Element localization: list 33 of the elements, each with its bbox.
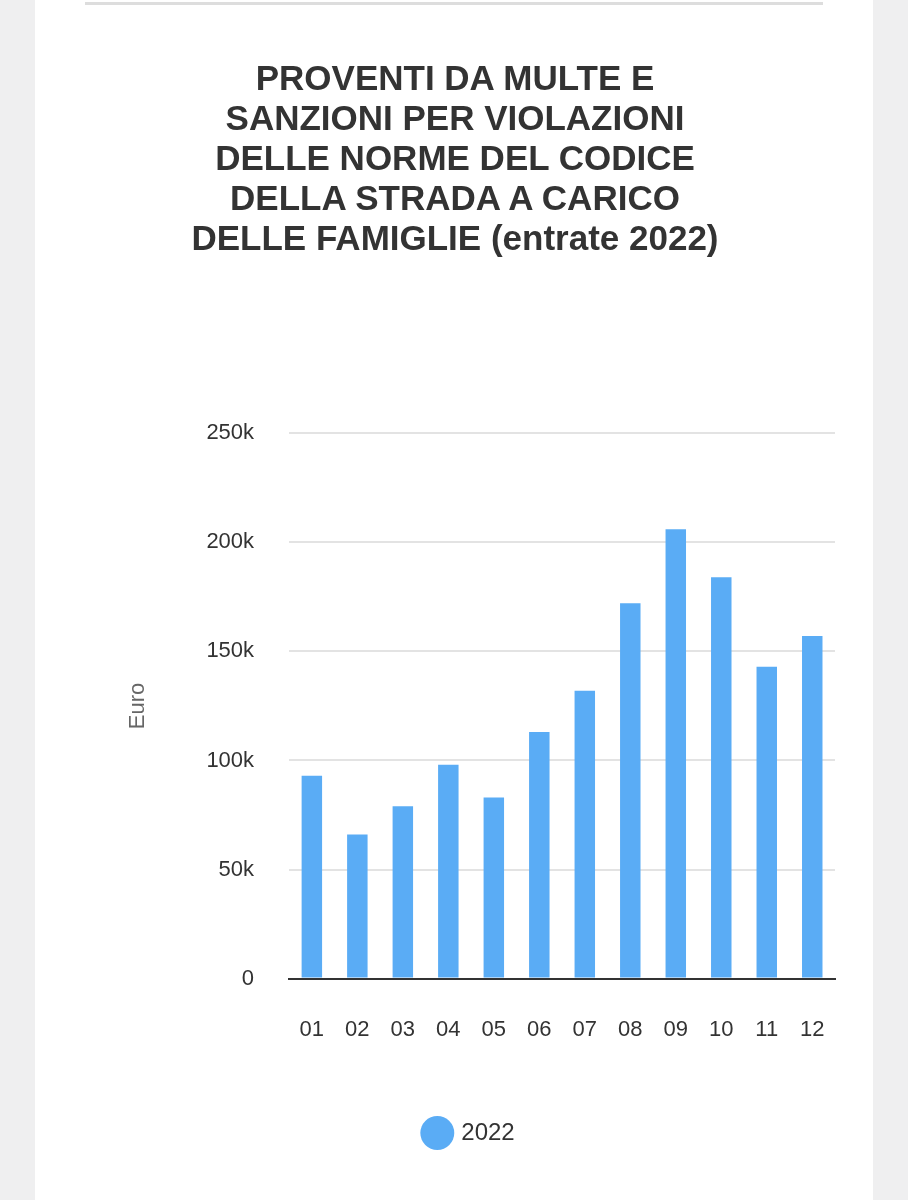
bar (574, 690, 596, 978)
y-tick-label: 50k (218, 855, 256, 881)
bar (483, 797, 505, 978)
y-axis-title: Euro (124, 682, 150, 730)
bar (347, 834, 368, 978)
bar (802, 636, 823, 978)
bar (620, 603, 641, 978)
y-tick-label: 150k (206, 637, 256, 663)
x-tick-label: 03 (390, 1015, 416, 1041)
x-tick-label: 06 (527, 1015, 552, 1041)
y-tick-label: 0 (241, 964, 255, 990)
bar (756, 666, 777, 978)
bar (711, 577, 732, 978)
x-tick-label: 02 (345, 1015, 370, 1041)
y-tick-label: 100k (206, 746, 256, 772)
x-tick-label: 07 (572, 1015, 598, 1041)
x-tick-label: 04 (436, 1015, 461, 1041)
x-tick-label: 10 (709, 1015, 734, 1041)
bar (529, 732, 550, 978)
x-tick-label: 12 (800, 1015, 825, 1041)
x-tick-label: 08 (618, 1015, 643, 1041)
bar (438, 764, 459, 978)
bar (392, 806, 414, 978)
x-tick-label: 01 (299, 1015, 325, 1041)
x-tick-label: 05 (481, 1015, 507, 1041)
legend-label: 2022 (461, 1117, 515, 1145)
x-tick-label: 11 (755, 1015, 779, 1041)
x-tick-label: 09 (663, 1015, 689, 1041)
y-tick-label: 200k (206, 528, 256, 554)
bar (301, 775, 323, 978)
chart-title: PROVENTI DA MULTE E SANZIONI PER VIOLAZIONI DELLE NORME DEL CODICE DELLA STRADA A CARICO DELLE FAMIGLIE (entrate 2022) (190, 58, 720, 258)
y-tick-label: 250k (206, 419, 256, 445)
bar (665, 529, 687, 978)
